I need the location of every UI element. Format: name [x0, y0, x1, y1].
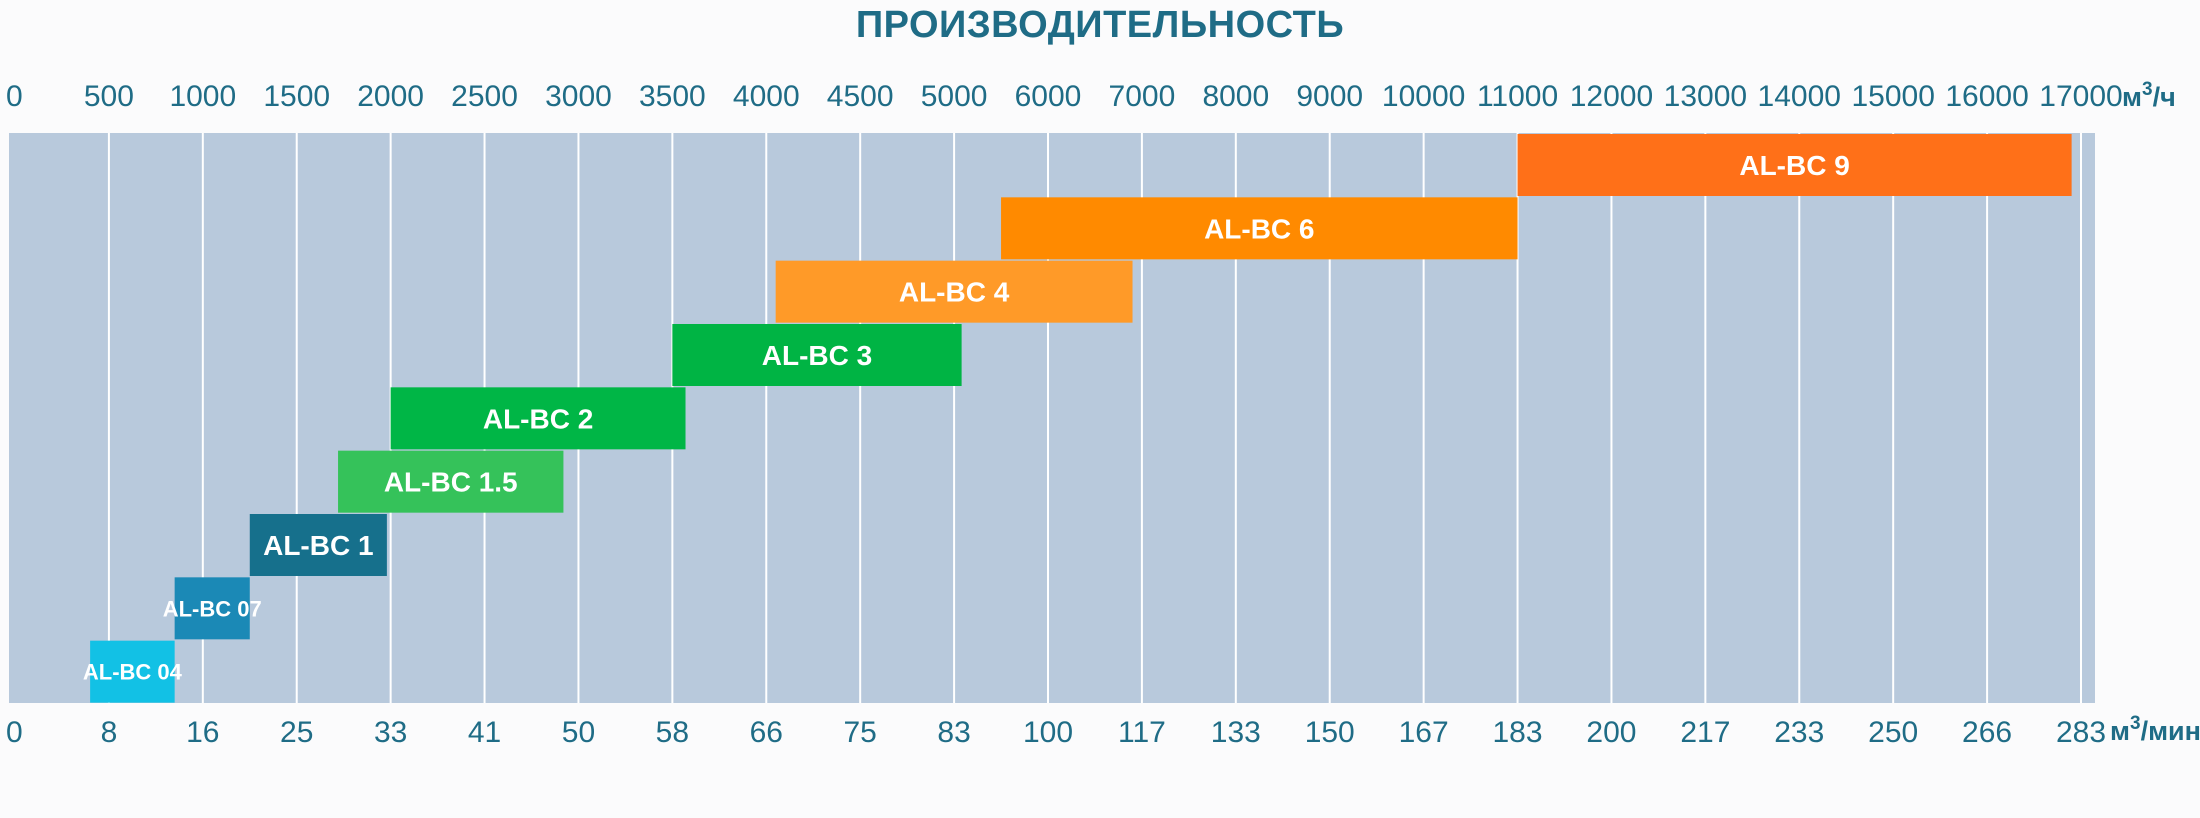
top-tick-label: 3500 — [639, 80, 706, 113]
top-tick-label: 14000 — [1758, 80, 1841, 113]
top-tick-label: 9000 — [1296, 80, 1363, 113]
bottom-unit-label: м3/мин — [2110, 713, 2200, 746]
top-tick-label: 2000 — [357, 80, 424, 113]
top-tick-label: 12000 — [1570, 80, 1653, 113]
bar-label: AL-BC 1.5 — [384, 467, 518, 498]
bottom-tick-label: 167 — [1399, 716, 1449, 749]
bar-al-bc-6: AL-BC 6 — [1001, 197, 1518, 260]
bar-label: AL-BC 6 — [1204, 213, 1314, 244]
bottom-tick-label: 250 — [1868, 716, 1918, 749]
top-tick-label: 0 — [6, 80, 23, 113]
top-unit-label: м3/ч — [2122, 79, 2176, 112]
top-tick-label: 1500 — [263, 80, 330, 113]
top-tick-label: 5000 — [921, 80, 988, 113]
bar-label: AL-BC 04 — [83, 660, 183, 685]
range-bars: AL-BC 04 AL-BC 07 AL-BC 1 AL-BC 1.5 AL-BC 2 A… — [83, 134, 2072, 703]
bottom-tick-label: 75 — [843, 716, 876, 749]
top-tick-label: 11000 — [1477, 80, 1558, 113]
bar-al-bc-2: AL-BC 2 — [390, 387, 686, 450]
top-axis: 0 500 1000 1500 2000 2500 3000 3500 4000 4500 5000… — [6, 80, 2123, 113]
bar-label: AL-BC 1 — [263, 530, 373, 561]
bar-al-bc-1-5: AL-BC 1.5 — [338, 450, 564, 513]
top-tick-label: 7000 — [1109, 80, 1176, 113]
top-tick-label: 10000 — [1382, 80, 1465, 113]
bottom-tick-label: 283 — [2056, 716, 2106, 749]
bar-rect — [338, 450, 564, 513]
bottom-tick-label: 41 — [468, 716, 501, 749]
bottom-tick-label: 16 — [186, 716, 219, 749]
bottom-tick-label: 83 — [937, 716, 970, 749]
bottom-tick-label: 33 — [374, 716, 407, 749]
bar-label: AL-BC 9 — [1739, 150, 1849, 181]
bar-label: AL-BC 4 — [899, 277, 1010, 308]
bottom-tick-label: 266 — [1962, 716, 2012, 749]
bar-al-bc-4: AL-BC 4 — [775, 260, 1133, 323]
bottom-tick-label: 183 — [1493, 716, 1543, 749]
bottom-tick-label: 25 — [280, 716, 313, 749]
bottom-tick-label: 0 — [6, 716, 23, 749]
top-tick-label: 6000 — [1015, 80, 1082, 113]
bar-al-bc-1: AL-BC 1 — [249, 514, 387, 576]
bottom-tick-label: 233 — [1774, 716, 1824, 749]
bar-rect — [1001, 197, 1518, 260]
bottom-tick-label: 217 — [1680, 716, 1730, 749]
bottom-tick-label: 58 — [656, 716, 689, 749]
bar-rect — [1517, 134, 2072, 196]
top-tick-label: 15000 — [1851, 80, 1934, 113]
bar-rect — [90, 640, 175, 703]
bottom-tick-label: 117 — [1118, 716, 1166, 749]
bar-al-bc-04: AL-BC 04 — [83, 640, 183, 703]
bar-al-bc-9: AL-BC 9 — [1517, 134, 2072, 196]
top-tick-label: 2500 — [451, 80, 518, 113]
bottom-tick-label: 100 — [1023, 716, 1073, 749]
bottom-axis: 0 8 16 25 33 41 50 58 66 75 83 100 117 133 150 167 183 20… — [6, 716, 2106, 749]
bar-rect — [672, 324, 962, 386]
top-tick-label: 13000 — [1664, 80, 1747, 113]
bar-al-bc-3: AL-BC 3 — [672, 324, 962, 386]
top-tick-label: 4500 — [827, 80, 894, 113]
bar-rect — [390, 387, 686, 450]
bottom-tick-label: 66 — [750, 716, 783, 749]
bottom-tick-label: 150 — [1305, 716, 1355, 749]
top-tick-label: 3000 — [545, 80, 612, 113]
bottom-tick-label: 133 — [1211, 716, 1261, 749]
top-tick-label: 4000 — [733, 80, 800, 113]
bar-al-bc-07: AL-BC 07 — [163, 577, 262, 640]
bar-label: AL-BC 2 — [483, 403, 593, 434]
bottom-tick-label: 50 — [562, 716, 595, 749]
bottom-tick-label: 8 — [101, 716, 118, 749]
top-tick-label: 8000 — [1202, 80, 1269, 113]
bar-rect — [249, 514, 387, 576]
bar-rect — [174, 577, 250, 640]
bar-label: AL-BC 3 — [762, 340, 872, 371]
chart-title: ПРОИЗВОДИТЕЛЬНОСТЬ — [855, 4, 1345, 46]
bar-label: AL-BC 07 — [163, 596, 262, 621]
bottom-tick-label: 200 — [1586, 716, 1636, 749]
top-tick-label: 16000 — [1945, 80, 2028, 113]
top-tick-label: 17000 — [2039, 80, 2122, 113]
bar-rect — [775, 260, 1133, 323]
top-tick-label: 1000 — [169, 80, 236, 113]
top-tick-label: 500 — [84, 80, 134, 113]
